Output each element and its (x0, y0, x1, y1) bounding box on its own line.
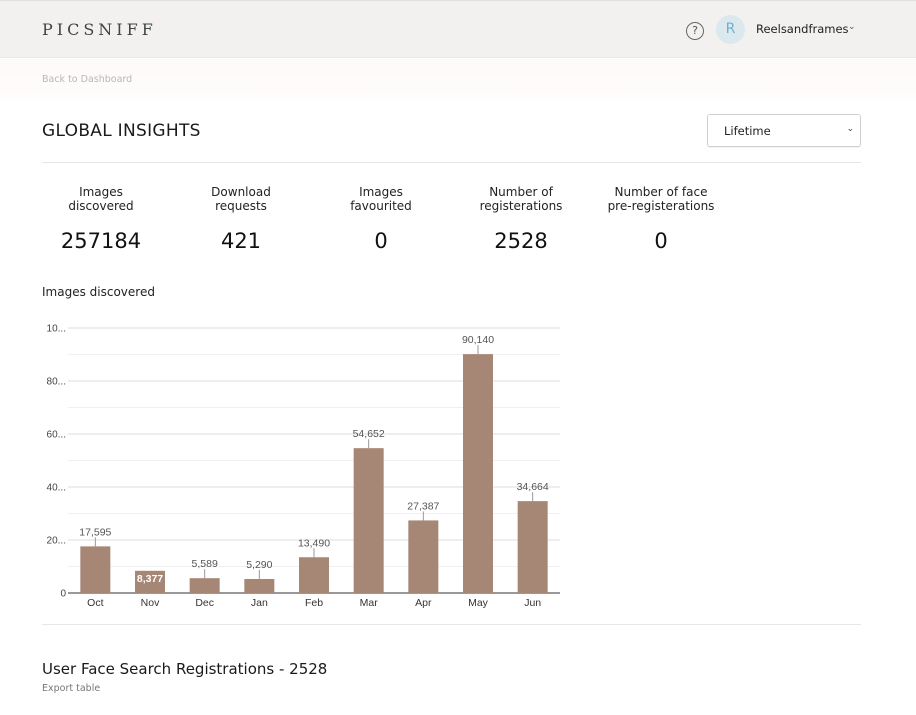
stat-value: 2528 (494, 229, 548, 253)
data-label: 5,589 (192, 558, 218, 570)
stat-face-pre-registrations: Number of face pre-registerations 0 (586, 185, 736, 253)
images-discovered-bar-chart: 0 20... 40... 60... 80... 10... 17,595 8,377 5,… (47, 324, 560, 609)
x-tick-label: Jun (524, 597, 541, 609)
data-label: 17,595 (79, 526, 111, 538)
stat-images-favourited: Images favourited 0 (306, 185, 456, 253)
bar-mar (353, 448, 384, 593)
page-title: GLOBAL INSIGHTS (42, 121, 201, 141)
data-label: 34,664 (517, 481, 549, 493)
data-label: 5,290 (246, 559, 272, 571)
x-tick-label: Mar (360, 597, 379, 609)
x-tick-label: Oct (87, 597, 103, 609)
y-tick-label: 40... (47, 483, 66, 494)
app-logo[interactable]: PICSNIFF (42, 20, 157, 39)
x-tick-label: May (468, 597, 489, 609)
y-tick-label: 20... (47, 536, 66, 547)
bars (80, 354, 548, 593)
stat-label: Number of face pre-registerations (607, 185, 715, 213)
period-select[interactable]: Lifetime ⌄ (707, 114, 861, 147)
x-tick-label: Feb (305, 597, 323, 609)
bar-dec (189, 578, 220, 593)
data-label: 27,387 (407, 500, 439, 512)
x-tick-label: Apr (415, 597, 432, 609)
export-table-link[interactable]: Export table (42, 683, 101, 694)
stat-value: 0 (654, 229, 668, 253)
username-menu-label[interactable]: Reelsandframes (756, 22, 849, 36)
divider (42, 624, 861, 625)
bar-feb (299, 557, 329, 593)
subnav-bar: Back to Dashboard (0, 59, 916, 104)
y-tick-label: 0 (60, 589, 66, 600)
stat-images-discovered: Images discovered 257184 (26, 185, 176, 253)
registrations-section-title: User Face Search Registrations - 2528 (42, 660, 328, 678)
stat-label: Number of registerations (479, 185, 563, 213)
y-tick-label: 10... (47, 324, 66, 335)
stat-download-requests: Download requests 421 (166, 185, 316, 253)
y-tick-label: 80... (47, 377, 66, 388)
x-tick-label: Jan (251, 597, 268, 609)
x-tick-label: Nov (141, 597, 160, 609)
stat-value: 421 (220, 229, 262, 253)
data-label: 8,377 (137, 573, 163, 585)
data-label: 90,140 (462, 334, 494, 346)
bar-jan (244, 578, 275, 593)
bar-jun (517, 501, 548, 593)
bar-oct (80, 546, 111, 593)
x-tick-label: Dec (195, 597, 214, 609)
divider (42, 162, 861, 163)
stat-value: 0 (374, 229, 388, 253)
stat-registrations: Number of registerations 2528 (446, 185, 596, 253)
stat-label: Download requests (211, 185, 271, 213)
top-navbar: PICSNIFF ? R Reelsandframes ⌄ (0, 0, 916, 58)
x-axis-ticks: Oct Nov Dec Jan Feb Mar Apr May Jun (87, 597, 541, 609)
y-axis-ticks: 0 20... 40... 60... 80... 10... (47, 324, 67, 600)
user-avatar[interactable]: R (716, 15, 745, 44)
y-tick-label: 60... (47, 430, 66, 441)
help-icon[interactable]: ? (686, 22, 704, 40)
back-to-dashboard-link[interactable]: Back to Dashboard (42, 74, 133, 85)
stat-label: Images discovered (68, 185, 134, 213)
chevron-down-icon: ⌄ (846, 124, 854, 134)
chevron-down-icon[interactable]: ⌄ (848, 22, 856, 32)
bar-may (463, 354, 493, 593)
data-labels: 17,595 8,377 5,589 5,290 13,490 54,652 27,387 9… (79, 334, 549, 585)
data-label: 54,652 (353, 428, 385, 440)
period-select-value: Lifetime (724, 124, 771, 138)
stat-value: 257184 (60, 229, 142, 253)
chart-title: Images discovered (42, 285, 155, 299)
bar-apr (408, 520, 439, 593)
stat-label: Images favourited (350, 185, 412, 213)
data-label: 13,490 (298, 537, 330, 549)
bar-nov (135, 570, 165, 593)
